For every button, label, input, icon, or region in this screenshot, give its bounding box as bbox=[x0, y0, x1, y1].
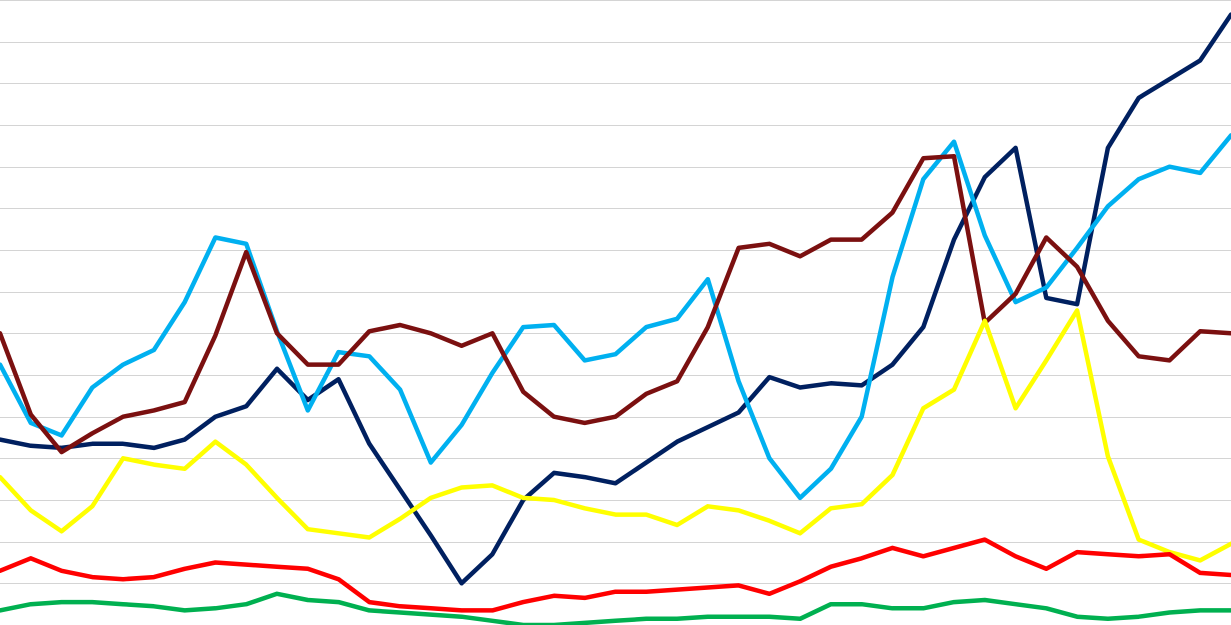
series-line-4 bbox=[0, 308, 1231, 563]
series-line-6 bbox=[0, 591, 1231, 625]
series-lines bbox=[0, 12, 1231, 625]
series-line-3 bbox=[0, 154, 1231, 455]
series-line-1 bbox=[0, 12, 1231, 586]
series-line-2 bbox=[0, 133, 1231, 501]
series-line-5 bbox=[0, 537, 1231, 613]
